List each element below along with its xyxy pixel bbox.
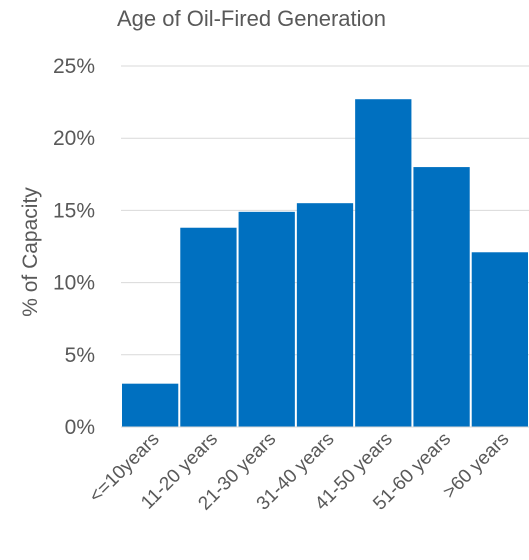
y-tick-label: 0% [65, 416, 95, 439]
bar [471, 252, 528, 427]
bar [122, 383, 179, 427]
bar [413, 167, 470, 427]
y-tick-label: 15% [53, 199, 95, 222]
chart-title: Age of Oil-Fired Generation [117, 6, 386, 31]
y-axis-ticks: 0% 5% 10% 15% 20% 25% [53, 55, 95, 439]
y-tick-label: 5% [65, 344, 95, 367]
bar [180, 227, 237, 427]
y-tick-label: 10% [53, 272, 95, 295]
bar [238, 211, 295, 427]
y-tick-label: 20% [53, 127, 95, 150]
y-axis-title: % of Capacity [19, 187, 42, 317]
y-tick-label: 25% [53, 55, 95, 78]
bars [122, 99, 528, 427]
bar [296, 203, 354, 427]
bar [355, 99, 412, 427]
